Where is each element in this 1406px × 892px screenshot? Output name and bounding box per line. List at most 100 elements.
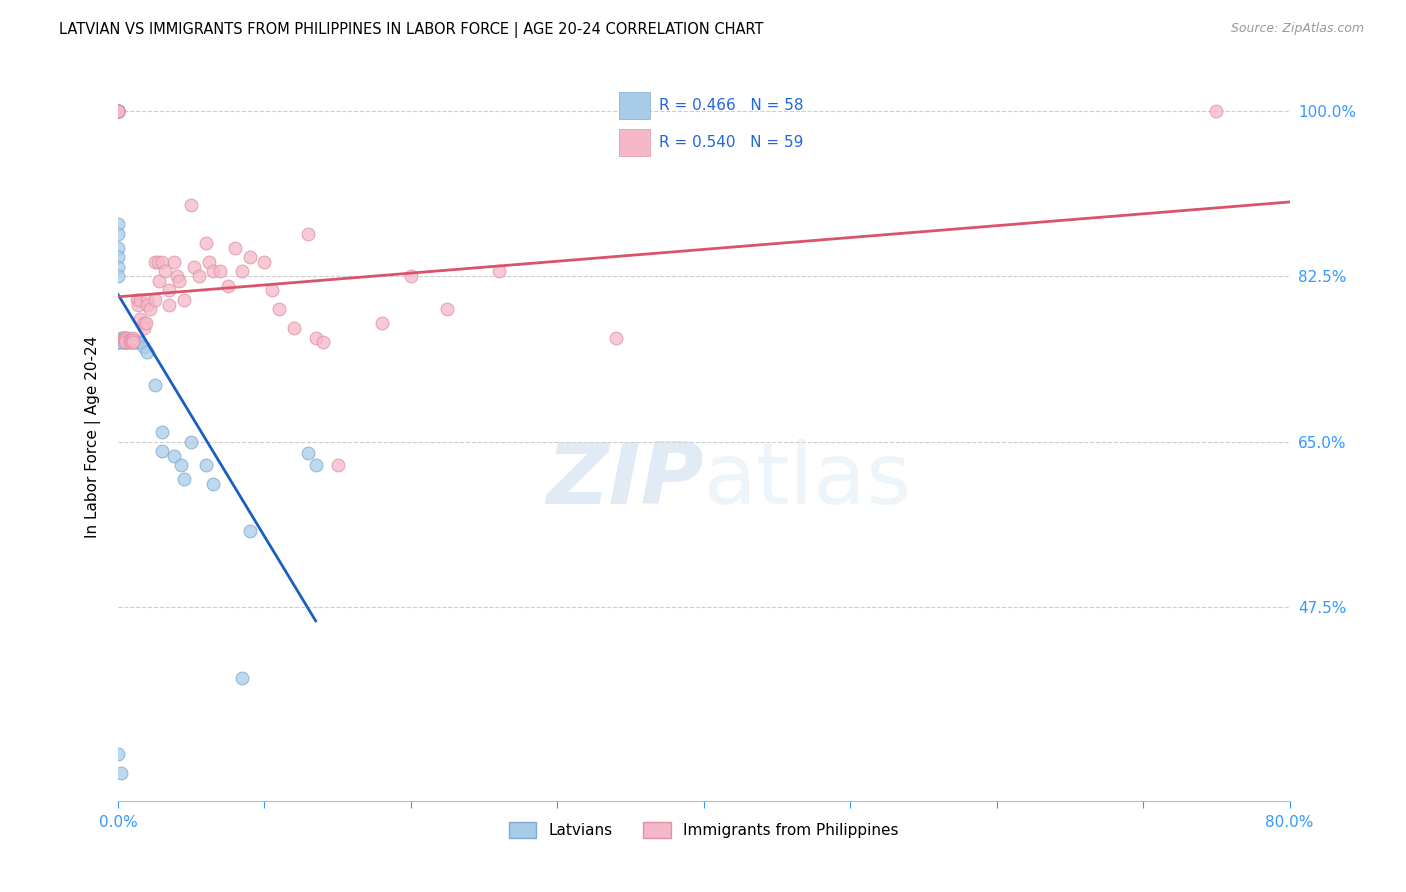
Legend: Latvians, Immigrants from Philippines: Latvians, Immigrants from Philippines bbox=[503, 816, 904, 844]
Point bbox=[139, 302, 162, 317]
Point bbox=[187, 269, 209, 284]
Point bbox=[107, 747, 129, 761]
Point bbox=[370, 317, 392, 331]
Point bbox=[114, 335, 136, 350]
Point bbox=[110, 765, 132, 780]
Point bbox=[117, 335, 139, 350]
Point bbox=[143, 293, 166, 307]
Point bbox=[143, 255, 166, 269]
Point bbox=[399, 269, 422, 284]
Point bbox=[297, 446, 319, 460]
Point bbox=[436, 302, 458, 317]
Point bbox=[134, 321, 156, 335]
Point bbox=[107, 103, 129, 118]
Point bbox=[114, 333, 136, 347]
Text: ZIP: ZIP bbox=[546, 439, 704, 522]
Point bbox=[136, 297, 159, 311]
Point bbox=[111, 335, 134, 350]
Point bbox=[136, 344, 159, 359]
Point bbox=[129, 293, 152, 307]
Point bbox=[107, 250, 129, 264]
Point bbox=[114, 335, 136, 350]
Point bbox=[169, 274, 191, 288]
Point bbox=[217, 278, 239, 293]
Point bbox=[194, 458, 217, 473]
Point bbox=[121, 335, 143, 350]
Point bbox=[107, 103, 129, 118]
Point bbox=[136, 293, 159, 307]
Point bbox=[127, 297, 149, 311]
Point bbox=[173, 293, 195, 307]
Point bbox=[134, 317, 156, 331]
Point bbox=[283, 321, 305, 335]
Point bbox=[202, 264, 225, 278]
Point bbox=[121, 335, 143, 350]
Point bbox=[209, 264, 232, 278]
Point bbox=[239, 250, 262, 264]
Point bbox=[267, 302, 290, 317]
Point bbox=[114, 331, 136, 345]
Point bbox=[107, 103, 129, 118]
Point bbox=[111, 331, 134, 345]
Point bbox=[148, 274, 170, 288]
Point bbox=[115, 335, 138, 350]
Point bbox=[107, 103, 129, 118]
Text: LATVIAN VS IMMIGRANTS FROM PHILIPPINES IN LABOR FORCE | AGE 20-24 CORRELATION CH: LATVIAN VS IMMIGRANTS FROM PHILIPPINES I… bbox=[59, 22, 763, 38]
Point bbox=[183, 260, 205, 274]
Point bbox=[112, 333, 135, 347]
Point bbox=[162, 255, 184, 269]
Point bbox=[107, 103, 129, 118]
Text: atlas: atlas bbox=[704, 439, 911, 522]
Point bbox=[112, 335, 135, 350]
Point bbox=[180, 198, 202, 212]
Y-axis label: In Labor Force | Age 20-24: In Labor Force | Age 20-24 bbox=[86, 335, 101, 538]
Point bbox=[121, 331, 143, 345]
Point bbox=[260, 284, 283, 298]
Point bbox=[107, 103, 129, 118]
Point bbox=[231, 671, 253, 685]
Point bbox=[107, 241, 129, 255]
Point bbox=[197, 255, 219, 269]
Point bbox=[202, 477, 225, 491]
Point bbox=[107, 103, 129, 118]
Point bbox=[305, 331, 328, 345]
Point bbox=[107, 260, 129, 274]
Point bbox=[115, 331, 138, 345]
Point bbox=[153, 264, 176, 278]
Point bbox=[150, 255, 173, 269]
Point bbox=[150, 425, 173, 440]
Point bbox=[129, 311, 152, 326]
Point bbox=[129, 335, 152, 350]
Point bbox=[121, 333, 143, 347]
Point bbox=[135, 317, 157, 331]
Point bbox=[111, 331, 134, 345]
Point bbox=[114, 333, 136, 347]
Point bbox=[231, 264, 253, 278]
Point bbox=[107, 103, 129, 118]
Point bbox=[107, 103, 129, 118]
Point bbox=[118, 333, 141, 347]
Point bbox=[180, 434, 202, 449]
Point bbox=[488, 264, 510, 278]
Point bbox=[112, 333, 135, 347]
Point bbox=[107, 103, 129, 118]
Point bbox=[118, 335, 141, 350]
Point bbox=[107, 335, 129, 350]
Point bbox=[150, 444, 173, 458]
Point bbox=[125, 293, 148, 307]
Point bbox=[107, 103, 129, 118]
Point bbox=[129, 335, 152, 350]
Point bbox=[146, 255, 169, 269]
Point bbox=[107, 335, 129, 350]
Point bbox=[107, 103, 129, 118]
Point bbox=[121, 333, 143, 347]
Point bbox=[253, 255, 276, 269]
Point bbox=[114, 335, 136, 350]
Point bbox=[239, 524, 262, 539]
Point bbox=[134, 340, 156, 354]
Point bbox=[124, 335, 146, 350]
Point bbox=[173, 473, 195, 487]
Point bbox=[605, 331, 627, 345]
Point bbox=[117, 333, 139, 347]
Point bbox=[157, 297, 180, 311]
